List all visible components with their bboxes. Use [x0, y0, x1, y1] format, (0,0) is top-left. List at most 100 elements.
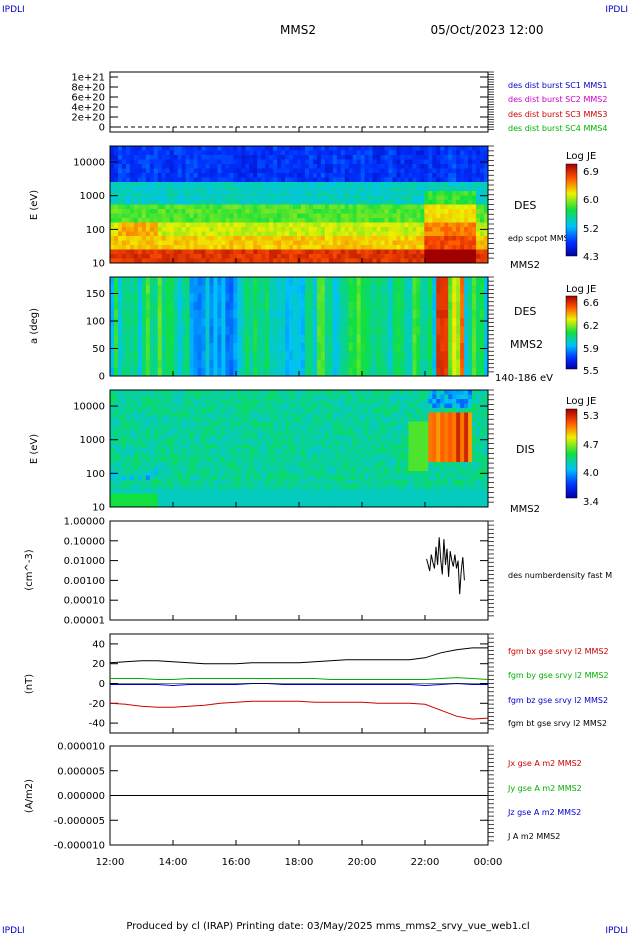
des-energy-cell: [320, 245, 326, 250]
des-energy-cell: [209, 164, 214, 169]
des-pitch-colorbar-title: Log JE: [566, 284, 596, 295]
des-pitch-cell: [320, 326, 326, 336]
dis-energy-cell: [157, 457, 163, 463]
dis-energy-cell: [233, 453, 238, 458]
des-energy-cell: [432, 168, 437, 174]
des-pitch-cell: [392, 351, 397, 360]
des-energy-cell: [412, 258, 417, 264]
des-pitch-cell: [221, 343, 226, 352]
des-energy-cell: [484, 195, 489, 201]
des-pitch-cell: [297, 293, 302, 303]
dis-energy-cell: [205, 444, 210, 449]
des-energy-cell: [237, 164, 242, 169]
dis-energy-cell: [205, 421, 210, 427]
des-energy-cell: [368, 186, 374, 192]
des-energy-cell: [436, 204, 441, 210]
des-energy-cell: [277, 245, 282, 250]
des-pitch-cell: [324, 310, 330, 319]
des-energy-cell: [273, 164, 278, 169]
des-energy-cell: [189, 245, 194, 250]
des-energy-cell: [352, 168, 358, 174]
des-energy-cell: [484, 236, 489, 241]
des-energy-cell: [261, 168, 266, 174]
des-pitch-cell: [456, 310, 461, 319]
des-pitch-cell: [293, 293, 298, 303]
des-pitch-cell: [352, 359, 358, 369]
des-energy-cell: [145, 173, 151, 178]
des-pitch-cell: [265, 351, 270, 360]
des-pitch-cell: [205, 285, 210, 294]
des-energy-cell: [424, 240, 429, 246]
dis-energy-cell: [289, 493, 294, 499]
dis-energy-cell: [125, 498, 131, 503]
des-pitch-cell: [328, 359, 334, 369]
dis-energy-cell: [257, 390, 262, 395]
des-energy-cell: [376, 168, 381, 174]
des-pitch-cell: [125, 310, 131, 319]
dis-energy-cell: [233, 444, 238, 449]
des-energy-cell: [460, 173, 465, 178]
des-pitch-cell: [193, 277, 198, 286]
des-energy-cell: [261, 227, 266, 232]
des-energy-cell: [372, 146, 377, 151]
dis-energy-cell: [289, 430, 294, 436]
des-pitch-cell: [185, 359, 190, 369]
des-energy-cell: [189, 227, 194, 232]
des-energy-cell: [300, 213, 306, 219]
des-energy-cell: [181, 204, 186, 210]
des-energy-cell: [388, 177, 393, 183]
des-energy-cell: [149, 254, 155, 259]
des-energy-cell: [360, 222, 366, 228]
des-energy-cell: [328, 222, 334, 228]
des-pitch-cell: [308, 326, 314, 336]
des-energy-cell: [153, 227, 159, 232]
des-energy-cell: [460, 231, 465, 237]
des-energy-cell: [320, 236, 326, 241]
dis-energy-cell: [201, 480, 206, 485]
des-energy-cell: [360, 168, 366, 174]
dis-energy-cell: [153, 430, 159, 436]
dis-energy-cell: [117, 448, 123, 454]
des-energy-cell: [273, 150, 278, 156]
dis-energy-cell: [125, 444, 131, 449]
dis-energy-cell: [281, 435, 286, 440]
des-pitch-cell: [169, 285, 175, 294]
dis-energy-cell: [133, 394, 139, 400]
des-energy-cell: [285, 177, 290, 183]
des-energy-cell: [293, 191, 298, 196]
des-energy-cell: [297, 213, 302, 219]
dis-energy-cell: [117, 484, 123, 490]
dis-energy-cell: [117, 475, 123, 481]
dis-energy-cell: [193, 394, 198, 400]
des-energy-cell: [257, 236, 262, 241]
des-pitch-cell: [340, 343, 346, 352]
des-energy-cell: [177, 146, 183, 151]
des-energy-cell: [209, 155, 214, 160]
des-pitch-cell: [121, 301, 127, 311]
des-energy-cell: [225, 245, 230, 250]
des-pitch-cell: [416, 343, 421, 352]
des-pitch-cell: [392, 285, 397, 294]
dis-energy-cell: [213, 453, 218, 458]
des-pitch-cell: [316, 343, 322, 352]
des-energy-cell: [145, 155, 151, 160]
des-pitch-cell: [189, 367, 194, 377]
des-energy-cell: [181, 168, 186, 174]
des-pitch-cell: [273, 301, 278, 311]
des-energy-cell: [316, 213, 322, 219]
des-energy-cell: [304, 191, 310, 196]
des-energy-cell: [149, 191, 155, 196]
dis-energy-cell: [117, 412, 123, 418]
des-energy-cell: [440, 182, 445, 187]
des-energy-cell: [456, 177, 461, 183]
des-energy-cell: [452, 209, 457, 214]
des-pitch-cell: [364, 277, 370, 286]
des-energy-cell: [332, 159, 338, 165]
dis-energy-cell: [125, 457, 131, 463]
des-energy-cell: [265, 164, 270, 169]
des-energy-cell: [428, 245, 433, 250]
dis-energy-cell: [129, 493, 135, 499]
dis-energy-cell: [221, 502, 226, 508]
des-pitch-cell: [356, 318, 362, 327]
des-energy-cell: [332, 231, 338, 237]
